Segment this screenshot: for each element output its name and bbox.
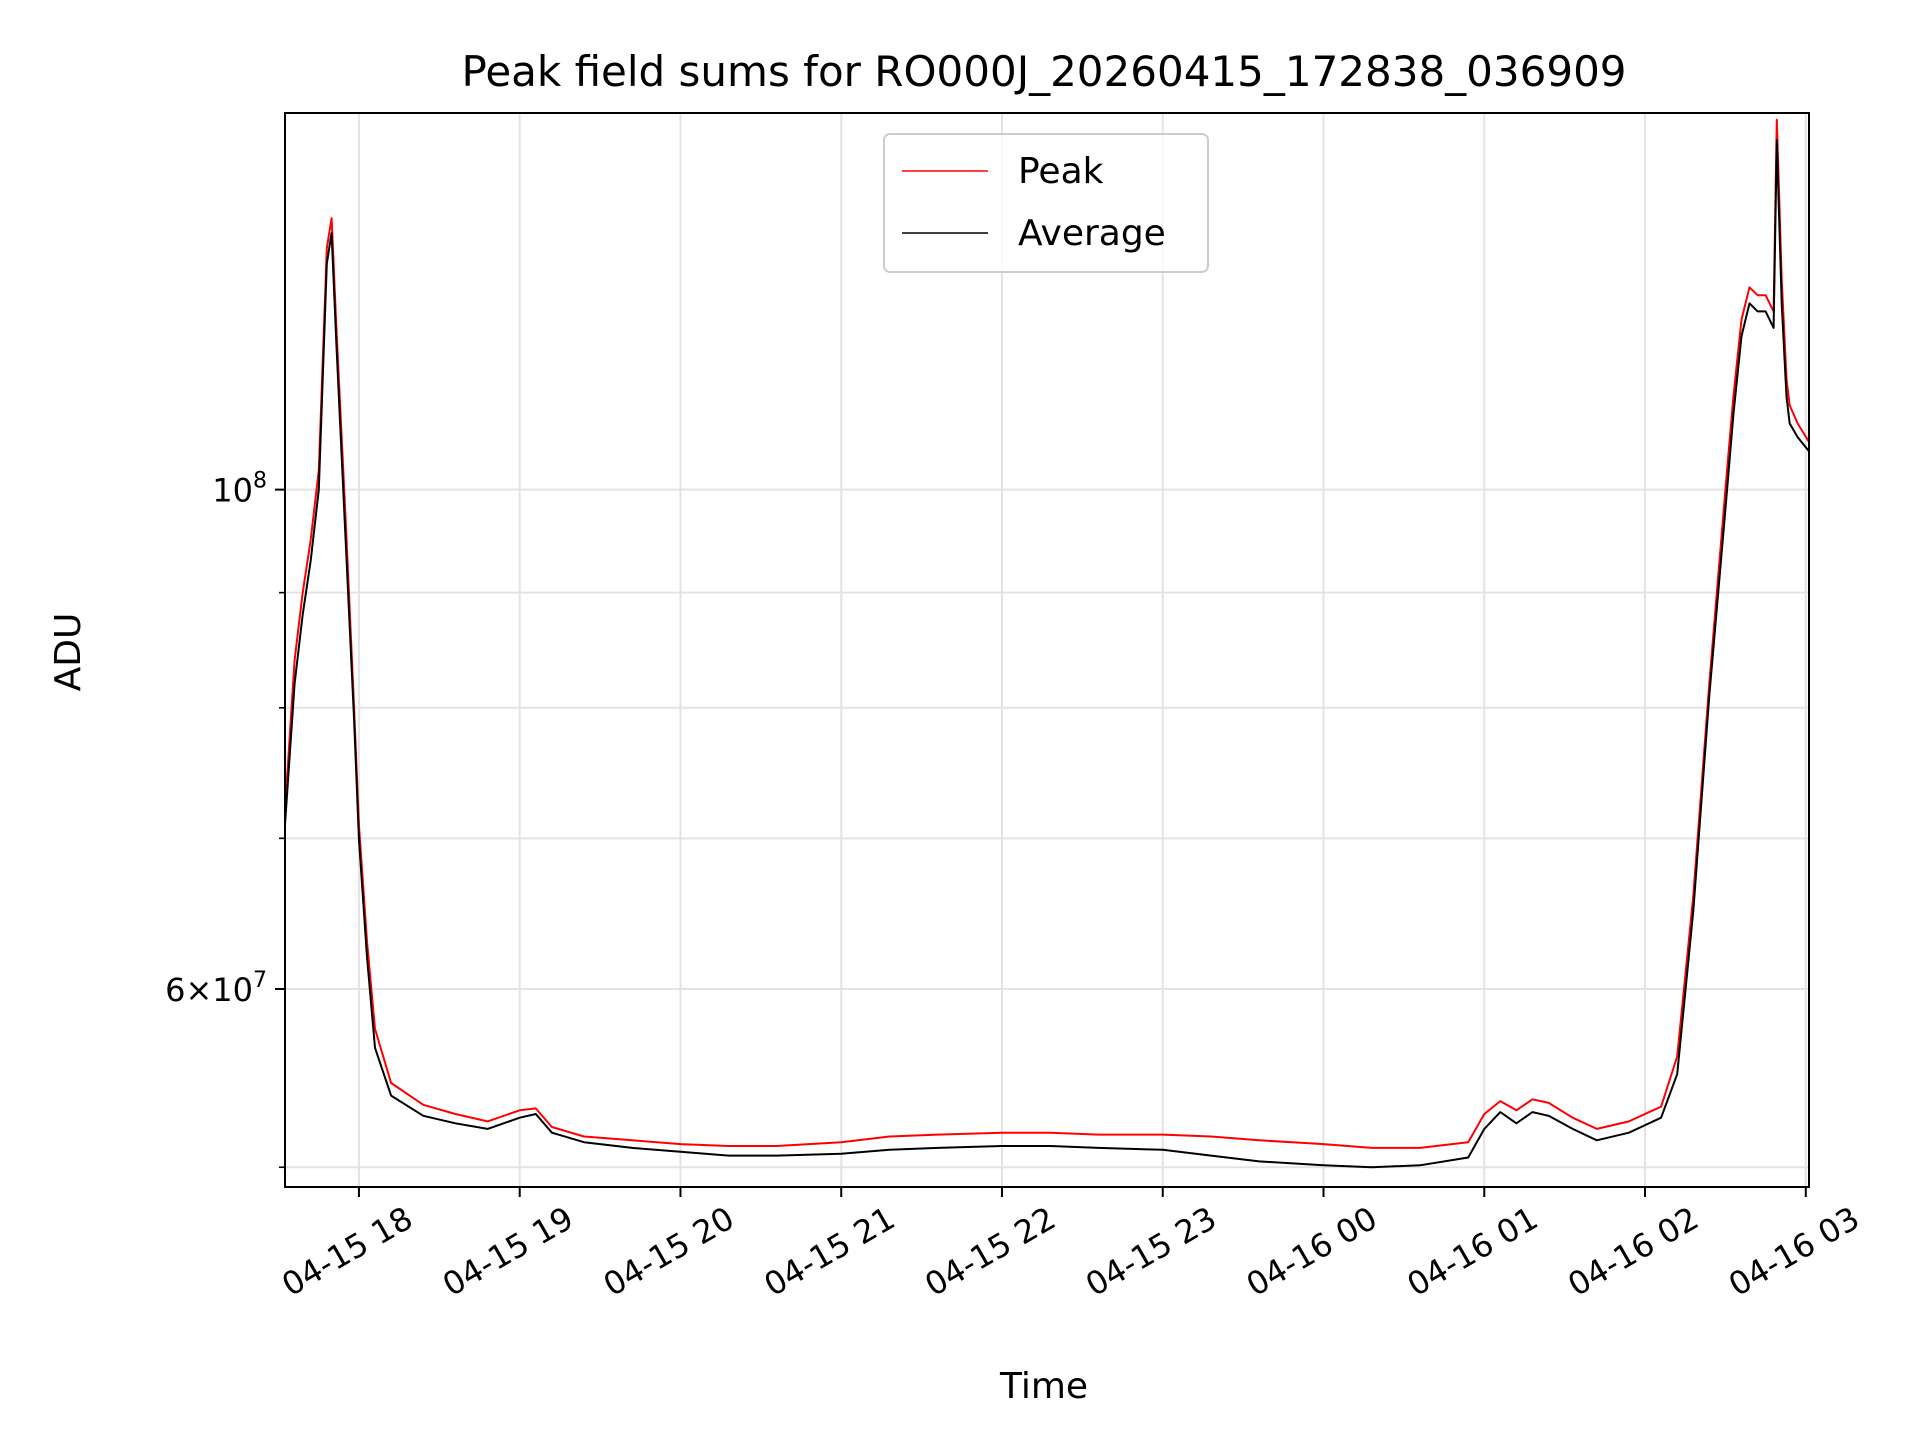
legend-average-label: Average — [1018, 213, 1166, 254]
series-line-average — [284, 139, 1810, 1169]
series-layer — [284, 118, 1810, 1169]
plot-background — [285, 113, 1809, 1187]
grid-lines — [285, 113, 1809, 1187]
y-axis-label: ADU — [48, 613, 89, 692]
chart-title: Peak field sums for RO000J_20260415_1728… — [461, 47, 1626, 96]
plot-area — [284, 112, 1810, 1188]
legend: Peak Average — [883, 133, 1209, 273]
x-axis-label: Time — [999, 1366, 1088, 1407]
legend-peak-label: Peak — [1018, 151, 1104, 192]
legend-box — [883, 133, 1209, 273]
y-tick-label: 6×107 — [165, 968, 267, 1009]
plot-frame — [284, 112, 1810, 1188]
